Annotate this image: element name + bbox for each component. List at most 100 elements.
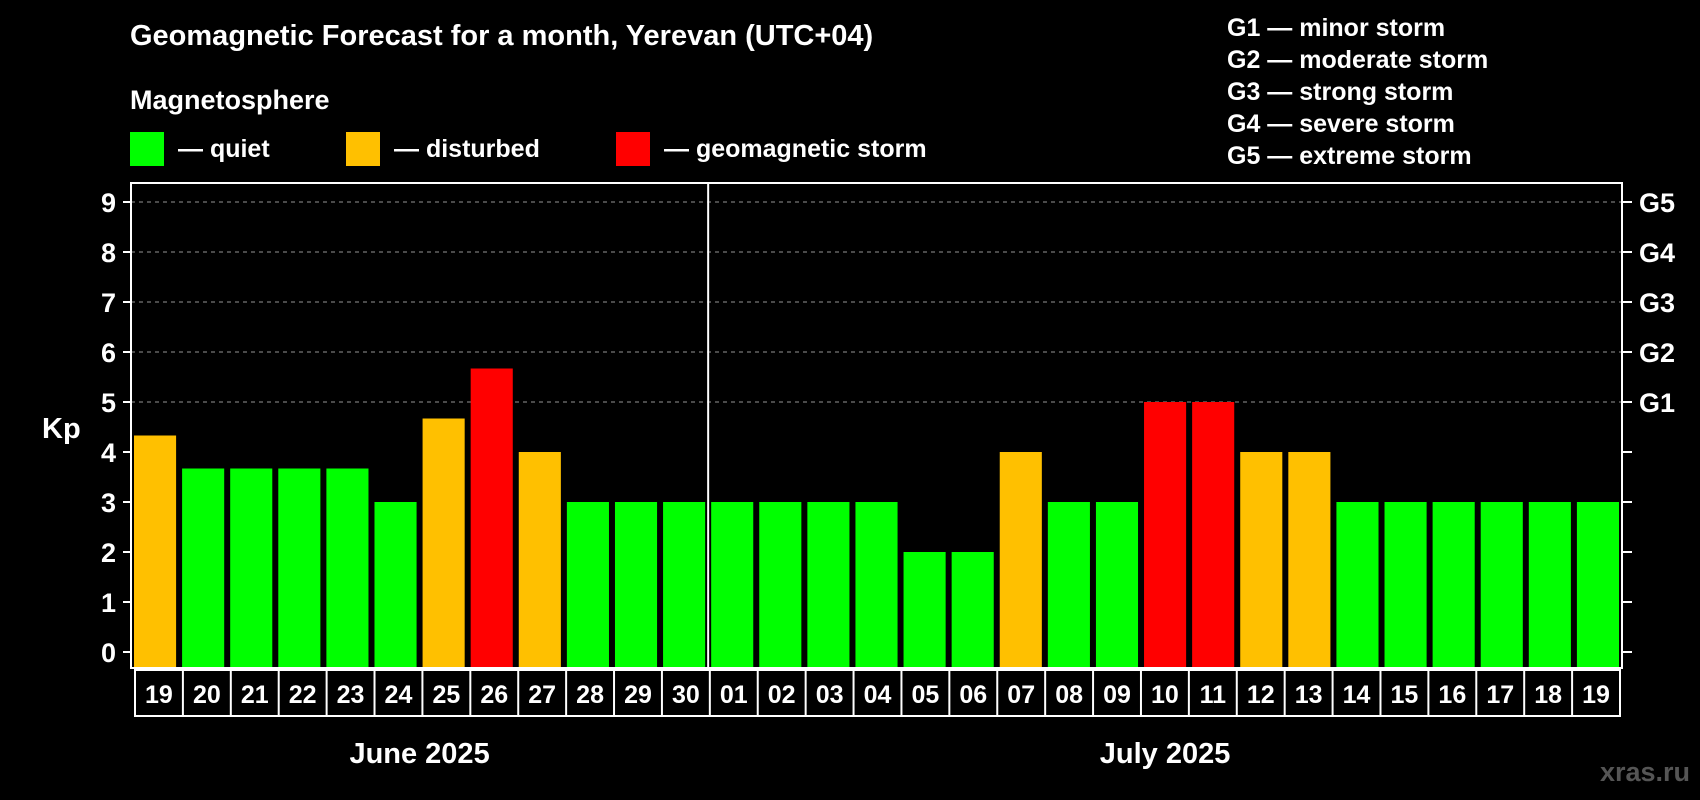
x-tick-label: 04 — [864, 681, 892, 709]
y-tick-label: 6 — [101, 338, 116, 368]
x-tick-label: 19 — [1582, 681, 1610, 709]
legend-storm-swatch — [616, 132, 650, 166]
legend-storm-label: — geomagnetic storm — [664, 134, 927, 163]
x-tick-label: 03 — [816, 681, 844, 709]
x-tick-label: 06 — [959, 681, 987, 709]
storm-scale-g3: G3 — strong storm — [1227, 78, 1454, 106]
bar — [1432, 502, 1475, 667]
bar — [1192, 402, 1235, 667]
bar — [711, 502, 754, 667]
storm-scale-legend: G1 — minor storm G2 — moderate storm G3 … — [1227, 12, 1488, 172]
storm-level-label: G1 — [1639, 388, 1675, 418]
legend-disturbed-swatch — [346, 132, 380, 166]
y-tick-label: 2 — [101, 538, 116, 568]
x-tick-label: 30 — [672, 681, 700, 709]
storm-level-label: G5 — [1639, 188, 1675, 218]
bar — [566, 502, 609, 667]
bar — [230, 468, 273, 667]
y-tick-label: 3 — [101, 488, 116, 518]
x-tick-label: 12 — [1247, 681, 1275, 709]
bar — [182, 468, 225, 667]
storm-scale-g4: G4 — severe storm — [1227, 110, 1455, 138]
storm-scale-g5: G5 — extreme storm — [1227, 142, 1472, 170]
y-tick-label: 9 — [101, 188, 116, 218]
watermark: xras.ru — [1599, 757, 1690, 787]
bar — [1576, 502, 1619, 667]
bar — [134, 435, 177, 667]
bar — [1288, 452, 1331, 667]
bar — [614, 502, 658, 667]
storm-level-label: G3 — [1639, 288, 1675, 318]
x-tick-label: 05 — [911, 681, 939, 709]
x-tick-label: 25 — [432, 681, 460, 709]
y-tick-label: 4 — [101, 438, 116, 468]
bar — [470, 368, 513, 667]
bar — [326, 468, 369, 667]
bar — [1528, 502, 1571, 667]
bar — [1384, 502, 1427, 667]
chart-title: Geomagnetic Forecast for a month, Yereva… — [130, 20, 874, 52]
x-tick-label: 29 — [624, 681, 652, 709]
bar — [422, 418, 465, 667]
bar — [518, 452, 561, 667]
x-tick-label: 15 — [1391, 681, 1419, 709]
storm-scale-g1: G1 — minor storm — [1227, 14, 1446, 42]
bar — [663, 502, 706, 667]
x-tick-label: 02 — [768, 681, 796, 709]
month-label: July 2025 — [1100, 738, 1231, 770]
storm-level-label: G4 — [1639, 238, 1675, 268]
date-row-frame — [134, 669, 1621, 717]
x-tick-label: 13 — [1295, 681, 1323, 709]
bar — [374, 502, 417, 667]
x-tick-label: 14 — [1343, 681, 1371, 709]
bar — [1480, 502, 1523, 667]
x-tick-label: 28 — [576, 681, 604, 709]
x-tick-label: 21 — [241, 681, 269, 709]
bar — [807, 502, 850, 667]
bar — [1047, 502, 1090, 667]
bar — [1336, 502, 1379, 667]
bar — [1095, 502, 1139, 667]
y-tick-label: 7 — [101, 288, 116, 318]
legend-disturbed-label: — disturbed — [394, 134, 540, 163]
y-tick-label: 5 — [101, 388, 116, 418]
y-axis-label: Kp — [42, 413, 81, 445]
x-tick-label: 17 — [1486, 681, 1514, 709]
x-tick-label: 20 — [193, 681, 221, 709]
x-tick-label: 09 — [1103, 681, 1131, 709]
x-tick-label: 24 — [385, 681, 413, 709]
y-tick-label: 8 — [101, 238, 116, 268]
storm-level-label: G2 — [1639, 338, 1675, 368]
x-tick-label: 22 — [289, 681, 317, 709]
x-tick-label: 01 — [720, 681, 748, 709]
x-tick-label: 18 — [1534, 681, 1562, 709]
bar — [1144, 402, 1187, 667]
x-tick-label: 19 — [145, 681, 173, 709]
legend-quiet-swatch — [130, 132, 164, 166]
bar — [999, 452, 1042, 667]
plot-frame — [130, 182, 1623, 669]
bar — [951, 552, 994, 667]
x-tick-label: 27 — [528, 681, 556, 709]
x-tick-label: 26 — [480, 681, 508, 709]
bar — [1240, 452, 1283, 667]
bar — [855, 502, 898, 667]
legend-quiet: — quiet — [130, 132, 270, 166]
x-tick-label: 08 — [1055, 681, 1083, 709]
x-tick-label: 10 — [1151, 681, 1179, 709]
legend-storm: — geomagnetic storm — [616, 132, 927, 166]
month-label: June 2025 — [349, 738, 489, 770]
magnetosphere-heading: Magnetosphere — [130, 85, 330, 115]
legend-quiet-label: — quiet — [178, 134, 270, 163]
x-tick-label: 07 — [1007, 681, 1035, 709]
y-tick-label: 0 — [101, 638, 116, 668]
bar — [759, 502, 802, 667]
bar — [903, 552, 946, 667]
x-tick-label: 16 — [1438, 681, 1466, 709]
x-tick-label: 23 — [337, 681, 365, 709]
storm-scale-g2: G2 — moderate storm — [1227, 46, 1489, 74]
bar — [278, 468, 321, 667]
x-tick-label: 11 — [1200, 681, 1227, 709]
legend-disturbed: — disturbed — [346, 132, 540, 166]
